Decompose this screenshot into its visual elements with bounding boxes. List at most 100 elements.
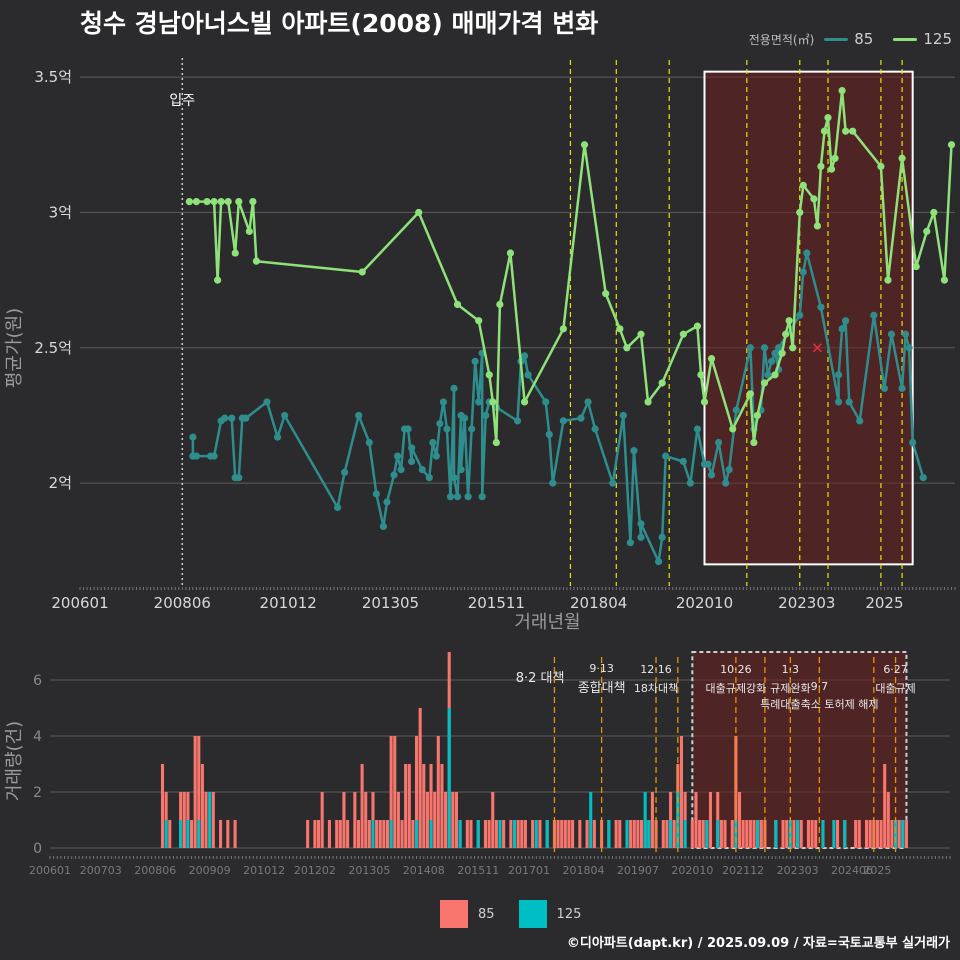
data-point-85 [281,411,289,420]
bar-85 [614,820,618,848]
bar-85 [356,820,361,848]
bar-85 [730,820,734,848]
data-point-125 [203,197,211,206]
x-tick-label: 201305 [362,594,419,612]
bar-125 [607,820,611,848]
bar-85 [883,764,887,848]
x-axis-title: 거래년월 [514,612,580,633]
data-point-125 [778,349,786,357]
data-point-85 [482,411,490,420]
bar-85 [197,736,201,848]
data-point-85 [397,465,405,474]
x-tick-label: 2025 [863,864,891,877]
data-point-125 [489,398,497,406]
data-point-85 [545,430,553,439]
bar-125 [843,820,847,848]
bar-125 [371,820,375,848]
bar-125 [512,820,517,848]
data-point-85 [383,498,391,506]
bar-125 [589,792,593,848]
source-footer: ©디아파트(dapt.kr) / 2025.09.09 / 자료=국토교통부 실… [566,936,950,951]
data-point-125 [496,300,504,309]
data-point-85 [626,539,635,547]
bar-85 [864,820,869,848]
data-point-125 [771,371,779,379]
bar-125 [197,820,201,848]
legend-swatch-85 [824,37,849,41]
bar-85 [854,820,858,848]
data-point-125 [898,154,906,162]
data-point-85 [817,303,825,311]
data-point-125 [912,262,920,271]
data-point-85 [192,452,201,460]
bar-85 [360,764,364,848]
data-point-85 [341,468,349,476]
bar-85 [483,820,488,848]
data-point-125 [789,344,797,352]
data-point-125 [475,317,483,325]
bar-125 [669,820,673,848]
bar-125 [756,820,760,848]
bar-85 [806,820,811,848]
data-point-85 [838,325,846,333]
bar-85 [422,764,426,848]
bar-85 [708,792,713,848]
data-point-85 [446,493,455,501]
data-point-125 [824,114,832,122]
bar-85 [752,820,756,848]
data-point-125 [658,379,666,387]
x-tick-label: 201511 [468,594,525,612]
data-point-125 [249,197,257,206]
data-point-125 [760,379,769,387]
bar-85 [585,820,589,848]
bar-85 [400,820,404,848]
x-tick-label: 200601 [29,864,71,877]
data-point-125 [245,227,253,235]
data-point-85 [909,438,917,447]
bar-125 [894,820,898,848]
chart-canvas: 2억 2.5억 3억 3.5억 200601 200806 201012 201305 2015… [4,58,956,877]
data-point-85 [856,417,864,425]
bar-85 [650,792,654,848]
data-point-125 [947,141,956,149]
data-point-125 [580,141,589,149]
policy-annotation: 종합대책 [578,681,626,696]
bar-85 [502,820,506,848]
volume-chart: 0 2 4 6 200601 200703 200806 200909 201012 201202… [4,651,951,877]
data-point-85 [365,438,373,447]
x-tick-label: 202112 [722,864,764,877]
data-point-85 [803,249,811,257]
legend-label-bar-85: 85 [478,906,495,922]
bar-125 [534,820,538,848]
bar-85 [737,792,742,848]
bar-85 [327,820,331,848]
x-tick-label: 200909 [189,864,231,877]
bar-125 [208,792,212,848]
bar-85 [407,764,411,848]
policy-annotation: 특례대출축소 토허제 해제 [760,697,878,711]
data-point-85 [715,438,723,447]
bar-85 [872,820,876,848]
data-point-85 [577,414,585,422]
x-tick-label: 202406 [831,864,873,877]
data-point-125 [679,330,687,338]
policy-annotation: 규제완화 [770,682,810,695]
bar-125 [716,820,720,848]
bar-85 [523,820,527,848]
bar-125 [821,820,825,848]
data-point-85 [767,357,776,365]
bar-125 [447,708,451,848]
data-point-125 [616,325,624,333]
bar-85 [364,792,368,848]
data-point-85 [902,330,910,338]
data-point-125 [707,355,716,363]
data-point-85 [707,471,716,479]
outlier-marker [812,343,822,353]
bar-85 [897,820,901,848]
data-point-125 [750,438,758,447]
policy-annotation: 대출규제강화 [706,682,767,695]
data-point-125 [453,300,462,309]
data-point-85 [722,479,730,487]
data-point-85 [637,533,645,541]
data-point-85 [453,493,462,501]
